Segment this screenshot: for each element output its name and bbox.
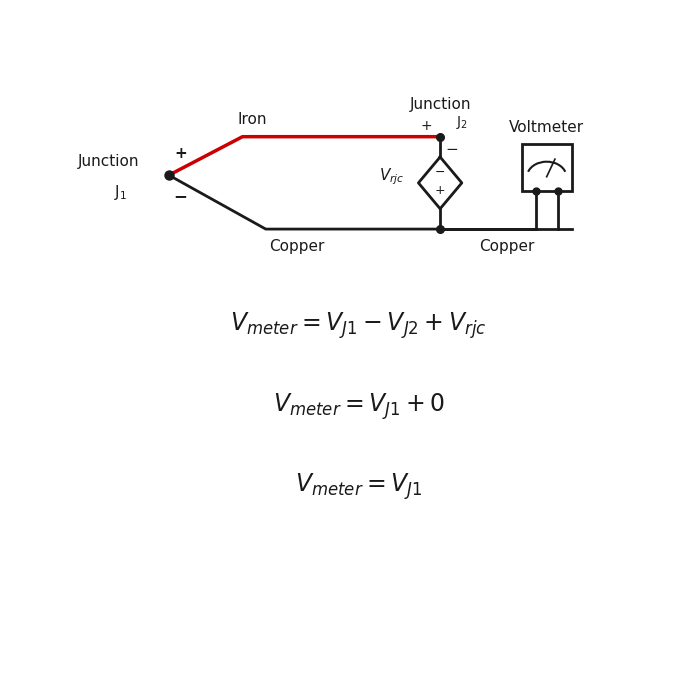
Text: Voltmeter: Voltmeter (509, 120, 584, 135)
Text: $V_{meter} = V_{J1}$: $V_{meter} = V_{J1}$ (295, 472, 423, 502)
Text: −: − (174, 187, 188, 205)
Text: −: − (435, 166, 445, 179)
Text: −: − (445, 142, 458, 157)
Text: J$_2$: J$_2$ (456, 114, 468, 131)
Text: $V_{meter} = V_{J1} - V_{J2} + V_{rjc}$: $V_{meter} = V_{J1} - V_{J2} + V_{rjc}$ (230, 310, 487, 341)
Text: +: + (421, 119, 432, 133)
Text: $V_{rjc}$: $V_{rjc}$ (379, 167, 405, 187)
Text: Junction: Junction (78, 154, 139, 169)
Bar (522, 144, 572, 191)
Text: Copper: Copper (480, 238, 535, 253)
Text: J$_1$: J$_1$ (114, 183, 127, 202)
Text: Junction: Junction (410, 97, 471, 112)
Text: Iron: Iron (237, 112, 267, 127)
Text: Copper: Copper (269, 238, 324, 253)
Text: +: + (435, 184, 445, 197)
Text: $V_{meter} = V_{J1} + 0$: $V_{meter} = V_{J1} + 0$ (272, 391, 445, 422)
Text: +: + (174, 146, 187, 161)
